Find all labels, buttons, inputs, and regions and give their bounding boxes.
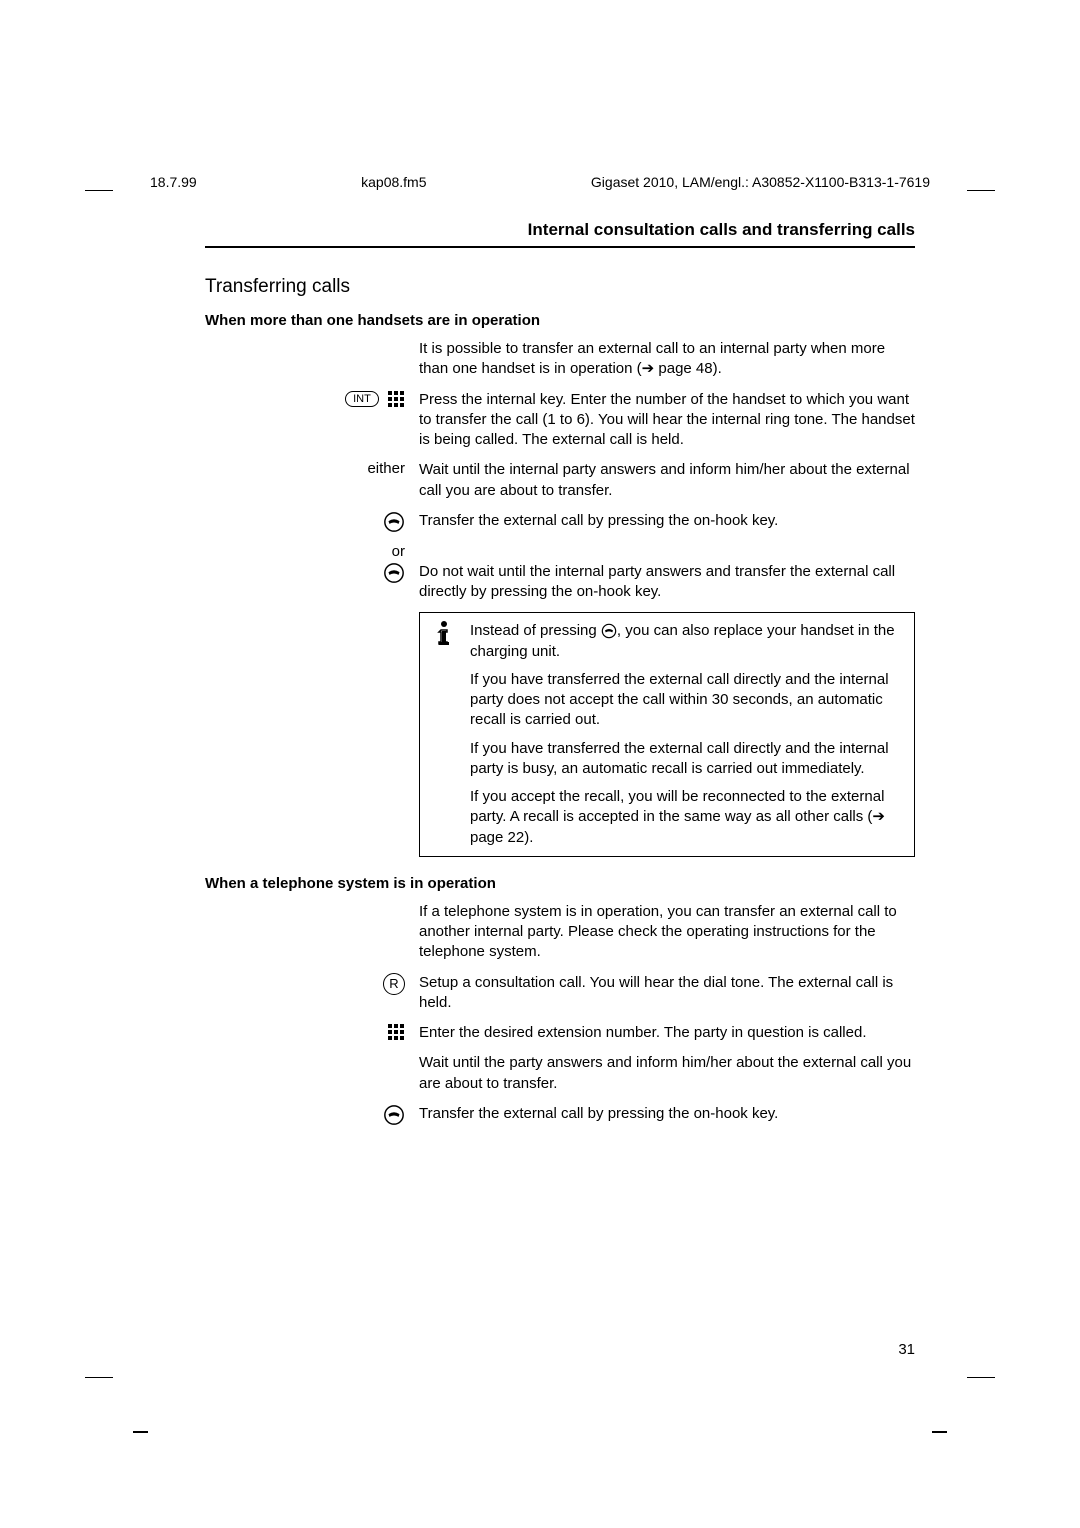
r-key-icon: R: [383, 973, 405, 995]
crop-bar: [133, 1431, 148, 1433]
info-icon: [430, 621, 458, 848]
step-keypad-text: Enter the desired extension number. The …: [419, 1023, 915, 1043]
step-onhook1-text: Transfer the external call by pressing t…: [419, 511, 915, 533]
crop-bar: [932, 1431, 947, 1433]
heading-transferring: Transferring calls: [205, 276, 915, 298]
content-area: Internal consultation calls and transfer…: [205, 220, 915, 1136]
header-file: kap08.fm5: [361, 174, 426, 190]
subheading-multi-handset: When more than one handsets are in opera…: [205, 312, 915, 329]
keypad-icon: [387, 1023, 405, 1041]
onhook-icon-inline: [601, 623, 617, 639]
intro-text: It is possible to transfer an external c…: [419, 339, 915, 380]
onhook-icon: [383, 1104, 405, 1126]
step-int-text: Press the internal key. Enter the number…: [419, 390, 915, 451]
crop-mark: [967, 1377, 995, 1378]
note-box: Instead of pressing , you can also repla…: [419, 612, 915, 857]
note-p4: If you accept the recall, you will be re…: [470, 787, 904, 848]
note-body: Instead of pressing , you can also repla…: [470, 621, 904, 848]
page-number: 31: [898, 1341, 915, 1358]
crop-mark: [967, 190, 995, 191]
or-label: or: [205, 543, 405, 560]
step-onhook2-text: Do not wait until the internal party ans…: [419, 562, 915, 603]
step-r-text: Setup a consultation call. You will hear…: [419, 973, 915, 1014]
step-onhook3-text: Transfer the external call by pressing t…: [419, 1104, 915, 1126]
note-p2: If you have transferred the external cal…: [470, 670, 904, 731]
either-label: either: [205, 460, 405, 501]
subheading-telephone-system: When a telephone system is in operation: [205, 875, 915, 892]
section-header: Internal consultation calls and transfer…: [205, 220, 915, 248]
intro2-text: If a telephone system is in operation, y…: [419, 902, 915, 963]
onhook-icon: [383, 562, 405, 584]
int-key-label: INT: [345, 391, 379, 407]
step-wait-text: Wait until the internal party answers an…: [419, 460, 915, 501]
keypad-icon: [387, 390, 405, 408]
header-product: Gigaset 2010, LAM/engl.: A30852-X1100-B3…: [591, 174, 930, 190]
header-date: 18.7.99: [150, 174, 197, 190]
note-p1: Instead of pressing , you can also repla…: [470, 621, 904, 662]
document-header: 18.7.99 kap08.fm5 Gigaset 2010, LAM/engl…: [150, 174, 930, 190]
note-p3: If you have transferred the external cal…: [470, 739, 904, 780]
step-wait2-text: Wait until the party answers and inform …: [419, 1053, 915, 1094]
int-key-icon: INT: [205, 390, 405, 451]
crop-mark: [85, 1377, 113, 1378]
crop-mark: [85, 190, 113, 191]
onhook-icon: [383, 511, 405, 533]
